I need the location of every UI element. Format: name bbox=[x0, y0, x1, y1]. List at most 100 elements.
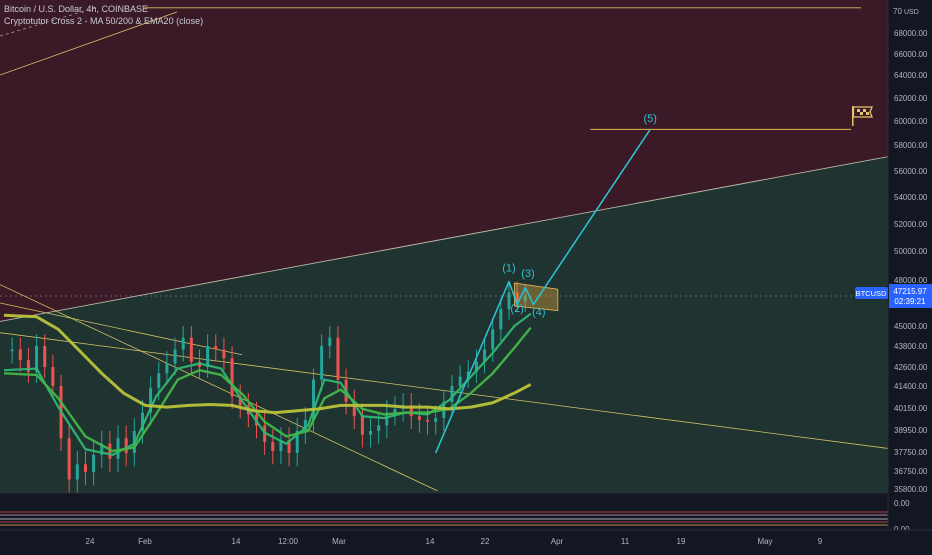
candle-body bbox=[320, 346, 324, 380]
wave-label-1: (1) bbox=[502, 262, 515, 274]
candle-body bbox=[523, 295, 527, 302]
candle-body bbox=[149, 387, 153, 413]
ema20-line bbox=[3, 312, 532, 456]
candle-body bbox=[417, 416, 421, 420]
candle-body bbox=[35, 346, 39, 372]
lower-pane-tick: 0.00 bbox=[894, 499, 910, 508]
time-tick: 12:00 bbox=[278, 537, 299, 546]
candle-body bbox=[474, 361, 478, 372]
candle-body bbox=[328, 337, 332, 346]
candle-body bbox=[10, 349, 14, 352]
price-tick: 66000.00 bbox=[894, 50, 928, 59]
indicator-title[interactable]: Cryptotutor Cross 2 - MA 50/200 & EMA20 … bbox=[4, 16, 204, 26]
price-tick: 64000.00 bbox=[894, 71, 928, 80]
candle-body bbox=[140, 412, 144, 431]
dashed-trendline bbox=[0, 7, 96, 37]
time-tick: Feb bbox=[138, 537, 152, 546]
symbol-title[interactable]: Bitcoin / U.S. Dollar, 4h, COINBASE bbox=[4, 4, 149, 14]
price-tick: 52000.00 bbox=[894, 220, 928, 229]
price-tick: 40150.00 bbox=[894, 404, 928, 413]
candle-body bbox=[312, 379, 316, 420]
flag-pole bbox=[852, 106, 854, 126]
plot-group: (1) (2) (3) (4) (5) bbox=[0, 0, 888, 493]
candle-body bbox=[124, 438, 128, 453]
candle-body bbox=[189, 337, 193, 362]
candle-body bbox=[360, 416, 364, 435]
current-price-text: 47215.97 bbox=[893, 287, 927, 296]
candle-body bbox=[352, 401, 356, 417]
time-tick: Mar bbox=[332, 537, 346, 546]
candle-body bbox=[67, 438, 71, 480]
price-tick: 68000.00 bbox=[894, 29, 928, 38]
ma200-line bbox=[3, 313, 532, 415]
candle-body bbox=[295, 430, 299, 453]
candle-body bbox=[458, 376, 462, 386]
candle-body bbox=[385, 412, 389, 426]
candle-body bbox=[426, 419, 430, 422]
candle-body bbox=[336, 337, 340, 380]
countdown-text: 02:39:21 bbox=[894, 297, 926, 306]
candle-body bbox=[303, 419, 307, 431]
candle-body bbox=[75, 464, 79, 480]
candle-body bbox=[108, 443, 112, 459]
candle-body bbox=[515, 292, 519, 302]
candle-body bbox=[214, 346, 218, 350]
candle-body bbox=[409, 405, 413, 417]
elliott-wave-path bbox=[434, 128, 651, 454]
flag-cloth bbox=[852, 106, 873, 118]
candle-body bbox=[206, 346, 210, 367]
trendline-3 bbox=[0, 302, 243, 356]
wave-label-2: (2) bbox=[510, 303, 523, 315]
time-tick: Apr bbox=[551, 537, 564, 546]
price-tick: 45000.00 bbox=[894, 322, 928, 331]
flag-checks bbox=[857, 109, 869, 115]
price-tick: 41400.00 bbox=[894, 382, 928, 391]
time-axis-bg bbox=[0, 530, 932, 550]
price-tick: 38950.00 bbox=[894, 426, 928, 435]
candle-body bbox=[434, 418, 438, 422]
candle-body bbox=[393, 408, 397, 413]
price-tick: 48000.00 bbox=[894, 276, 928, 285]
target-flag-icon bbox=[852, 106, 873, 126]
price-tick: 50000.00 bbox=[894, 247, 928, 256]
time-tick: 19 bbox=[677, 537, 686, 546]
lower-pane bbox=[0, 493, 888, 530]
time-tick: 9 bbox=[818, 537, 823, 546]
price-tick: 36750.00 bbox=[894, 467, 928, 476]
candle-body bbox=[181, 337, 185, 350]
wave-label-4: (4) bbox=[532, 306, 545, 318]
price-tick-top: 70 bbox=[893, 7, 902, 16]
bear-zone bbox=[0, 0, 888, 322]
candle-body bbox=[83, 464, 87, 472]
candle-body bbox=[499, 309, 503, 330]
candle-body bbox=[507, 292, 511, 310]
time-tick: May bbox=[757, 537, 772, 546]
trendline-0 bbox=[0, 156, 888, 322]
chart-header: Bitcoin / U.S. Dollar, 4h, COINBASE Cryp… bbox=[4, 3, 203, 27]
candle-body bbox=[271, 441, 275, 452]
candle-body bbox=[43, 346, 47, 367]
candle-body bbox=[18, 349, 22, 360]
price-tick: 54000.00 bbox=[894, 193, 928, 202]
candle-body bbox=[369, 430, 373, 435]
time-tick: 22 bbox=[481, 537, 490, 546]
price-tick: 62000.00 bbox=[894, 94, 928, 103]
price-axis-bg bbox=[888, 0, 932, 550]
currency-label: USD bbox=[904, 9, 919, 16]
candle-body bbox=[483, 349, 487, 362]
candle-body bbox=[100, 443, 104, 455]
price-tick: 56000.00 bbox=[894, 167, 928, 176]
candle-body bbox=[92, 454, 96, 472]
candle-body bbox=[450, 386, 454, 402]
price-tick: 37750.00 bbox=[894, 448, 928, 457]
price-tick: 35800.00 bbox=[894, 485, 928, 494]
candle-body bbox=[157, 373, 161, 388]
candle-body bbox=[116, 438, 120, 459]
candle-body bbox=[26, 360, 30, 372]
symbol-tag bbox=[855, 287, 888, 299]
wave-label-3: (3) bbox=[521, 268, 534, 280]
candle-body bbox=[165, 363, 169, 374]
symbol-tag-text: BTCUSD bbox=[856, 289, 887, 298]
